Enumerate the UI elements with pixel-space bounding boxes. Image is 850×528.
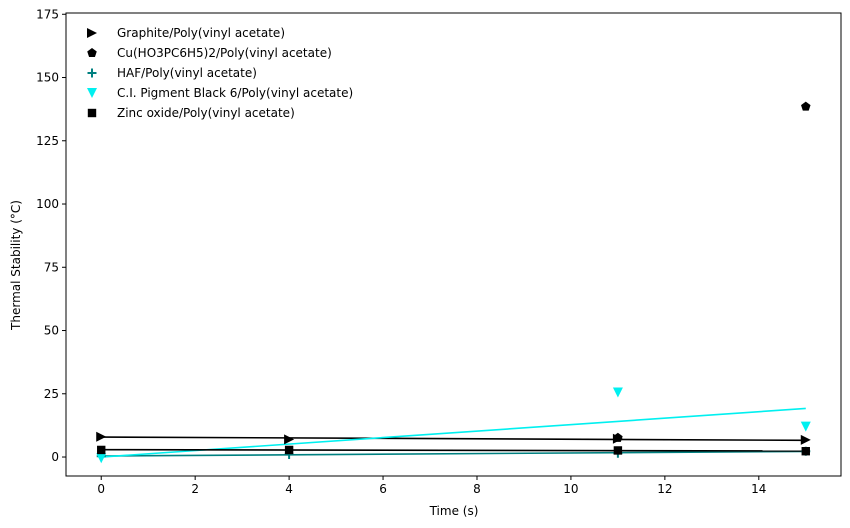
data-point-series-0-1	[284, 434, 295, 445]
x-tick-label-4: 8	[473, 482, 481, 496]
trend-line-series-3	[101, 407, 806, 458]
legend-label-3: C.I. Pigment Black 6/Poly(vinyl acetate)	[117, 86, 353, 100]
plot-frame	[65, 12, 842, 477]
data-point-series-3-1	[612, 387, 623, 398]
y-tick-label-2: 50	[44, 324, 59, 338]
data-point-series-3-2	[800, 421, 811, 432]
x-tick-label-7: 14	[751, 482, 766, 496]
legend-marker-3	[87, 88, 97, 98]
legend-marker-1	[87, 48, 97, 58]
y-tick-label-5: 125	[36, 134, 59, 148]
data-point-series-0-0	[96, 431, 107, 442]
legend-marker-2	[87, 68, 97, 78]
data-point-series-4-2	[613, 446, 623, 455]
legend-label-4: Zinc oxide/Poly(vinyl acetate)	[117, 106, 295, 120]
y-tick-label-7: 175	[36, 7, 59, 21]
data-point-series-1-1	[801, 101, 811, 111]
x-tick-label-5: 10	[563, 482, 578, 496]
trend-lines	[101, 407, 806, 458]
data-point-series-1-0	[613, 432, 623, 442]
data-point-series-0-3	[800, 434, 811, 445]
data-point-series-4-3	[801, 447, 810, 456]
y-tick-label-6: 150	[36, 71, 59, 85]
data-point-series-3-0	[96, 453, 107, 464]
x-tick-label-0: 0	[97, 482, 105, 496]
trend-line-series-0	[101, 436, 806, 442]
data-points	[96, 101, 811, 464]
legend-marker-0	[87, 28, 97, 38]
y-tick-label-0: 0	[51, 450, 59, 464]
y-axis-label: Thermal Stability (°C)	[9, 200, 23, 331]
x-tick-label-2: 4	[285, 482, 293, 496]
y-tick-label-4: 100	[36, 197, 59, 211]
legend-label-1: Cu(HO3PC6H5)2/Poly(vinyl acetate)	[117, 46, 332, 60]
legend-label-0: Graphite/Poly(vinyl acetate)	[117, 26, 285, 40]
trend-line-series-2	[101, 450, 806, 457]
x-tick-label-1: 2	[191, 482, 199, 496]
legend-marker-4	[87, 108, 97, 118]
legend: Graphite/Poly(vinyl acetate) Cu(HO3PC6H5)…	[87, 26, 353, 120]
data-point-series-4-1	[284, 445, 294, 455]
x-tick-label-6: 12	[657, 482, 672, 496]
axes: 0 2 4 6 8 10 12 14 0 25 50 75 100 125 150 175	[36, 7, 842, 496]
y-tick-label-1: 25	[44, 387, 59, 401]
trend-line-series-4	[101, 448, 806, 452]
legend-label-2: HAF/Poly(vinyl acetate)	[117, 66, 257, 80]
y-tick-label-3: 75	[44, 260, 59, 274]
data-point-series-4-0	[97, 445, 106, 455]
x-axis-label: Time (s)	[429, 504, 479, 518]
x-tick-label-3: 6	[379, 482, 387, 496]
